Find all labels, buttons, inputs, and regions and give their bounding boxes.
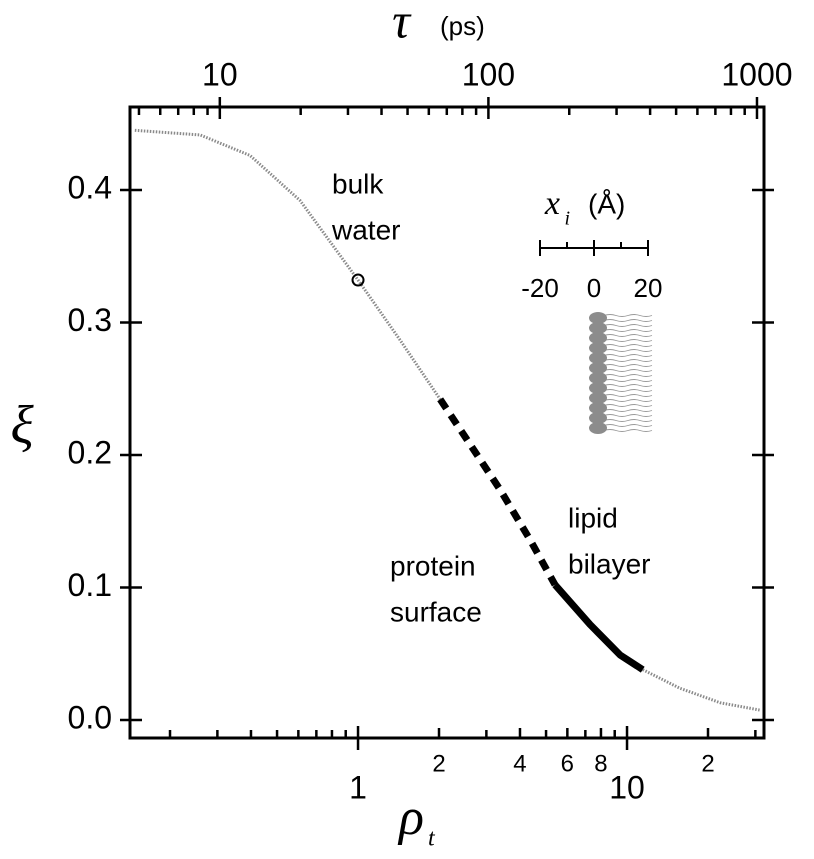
y-tick-label: 0.1 — [68, 567, 112, 603]
lipid-head — [589, 362, 607, 374]
lipid-head — [589, 332, 607, 344]
x-tick-label: 6 — [561, 750, 574, 777]
x-tick-label: 10 — [609, 769, 645, 805]
x2-tick-label: 1000 — [721, 56, 792, 92]
curve-segment — [134, 128, 442, 401]
lipid-tail — [603, 409, 653, 412]
x2-tick-label: 10 — [202, 56, 238, 92]
lipid-tail — [603, 404, 653, 407]
y-tick-label: 0.4 — [68, 169, 112, 205]
lipid-head — [589, 372, 607, 384]
annotation: surface — [390, 596, 482, 627]
inset-unit: (Å) — [588, 188, 625, 219]
lipid-head — [589, 422, 607, 434]
x2-tick-label: 100 — [462, 56, 515, 92]
lipid-tail — [603, 319, 653, 322]
lipid-tail — [603, 399, 653, 402]
curve-segment — [642, 668, 760, 712]
lipid-tail — [603, 389, 653, 392]
lipid-head — [589, 342, 607, 354]
inset-tick-label: 20 — [634, 273, 663, 303]
lipid-tail — [603, 424, 653, 427]
inset-label: x — [544, 185, 560, 222]
annotation: bulk — [332, 168, 384, 199]
x-tick-label: 2 — [432, 750, 445, 777]
lipid-head — [589, 352, 607, 364]
lipid-head — [589, 382, 607, 394]
x2-axis-unit: (ps) — [440, 11, 485, 41]
inset-tick-label: 0 — [587, 273, 601, 303]
y-tick-label: 0.0 — [68, 699, 112, 735]
inset-label-sub: i — [564, 208, 570, 230]
x-tick-label: 1 — [349, 769, 367, 805]
x2-axis-label: τ — [392, 0, 412, 48]
lipid-leaflet — [589, 312, 653, 434]
lipid-tail — [603, 339, 653, 342]
annotation: bilayer — [568, 548, 650, 579]
lipid-tail — [603, 349, 653, 352]
x-tick-label: 8 — [594, 750, 607, 777]
lipid-head — [589, 412, 607, 424]
marker-point — [351, 273, 365, 287]
lipid-head — [589, 322, 607, 334]
lipid-tail — [603, 429, 653, 432]
annotation: water — [331, 214, 400, 245]
x-tick-label: 2 — [701, 750, 714, 777]
lipid-tail — [603, 394, 653, 397]
lipid-tail — [603, 334, 653, 337]
lipid-tail — [603, 354, 653, 357]
curve-segment — [552, 582, 645, 673]
lipid-tail — [603, 344, 653, 347]
lipid-tail — [603, 369, 653, 372]
annotation: protein — [390, 550, 476, 581]
lipid-head — [589, 402, 607, 414]
lipid-tail — [603, 384, 653, 387]
lipid-tail — [603, 329, 653, 332]
x-axis-label: ρ — [397, 789, 424, 846]
lipid-tail — [603, 364, 653, 367]
lipid-tail — [603, 359, 653, 362]
lipid-tail — [603, 324, 653, 327]
annotation: lipid — [568, 502, 618, 533]
lipid-tail — [603, 314, 653, 317]
x-axis-label-sub: t — [428, 826, 436, 852]
x-tick-label: 4 — [513, 750, 526, 777]
lipid-tail — [603, 379, 653, 382]
lipid-head — [589, 312, 607, 324]
lipid-tail — [603, 419, 653, 422]
inset-tick-label: -20 — [521, 273, 559, 303]
plot-frame — [128, 105, 766, 740]
lipid-tail — [603, 414, 653, 417]
y-axis-label: ξ — [10, 394, 34, 454]
y-tick-label: 0.2 — [68, 434, 112, 470]
y-tick-label: 0.3 — [68, 302, 112, 338]
lipid-tail — [603, 374, 653, 377]
lipid-head — [589, 392, 607, 404]
